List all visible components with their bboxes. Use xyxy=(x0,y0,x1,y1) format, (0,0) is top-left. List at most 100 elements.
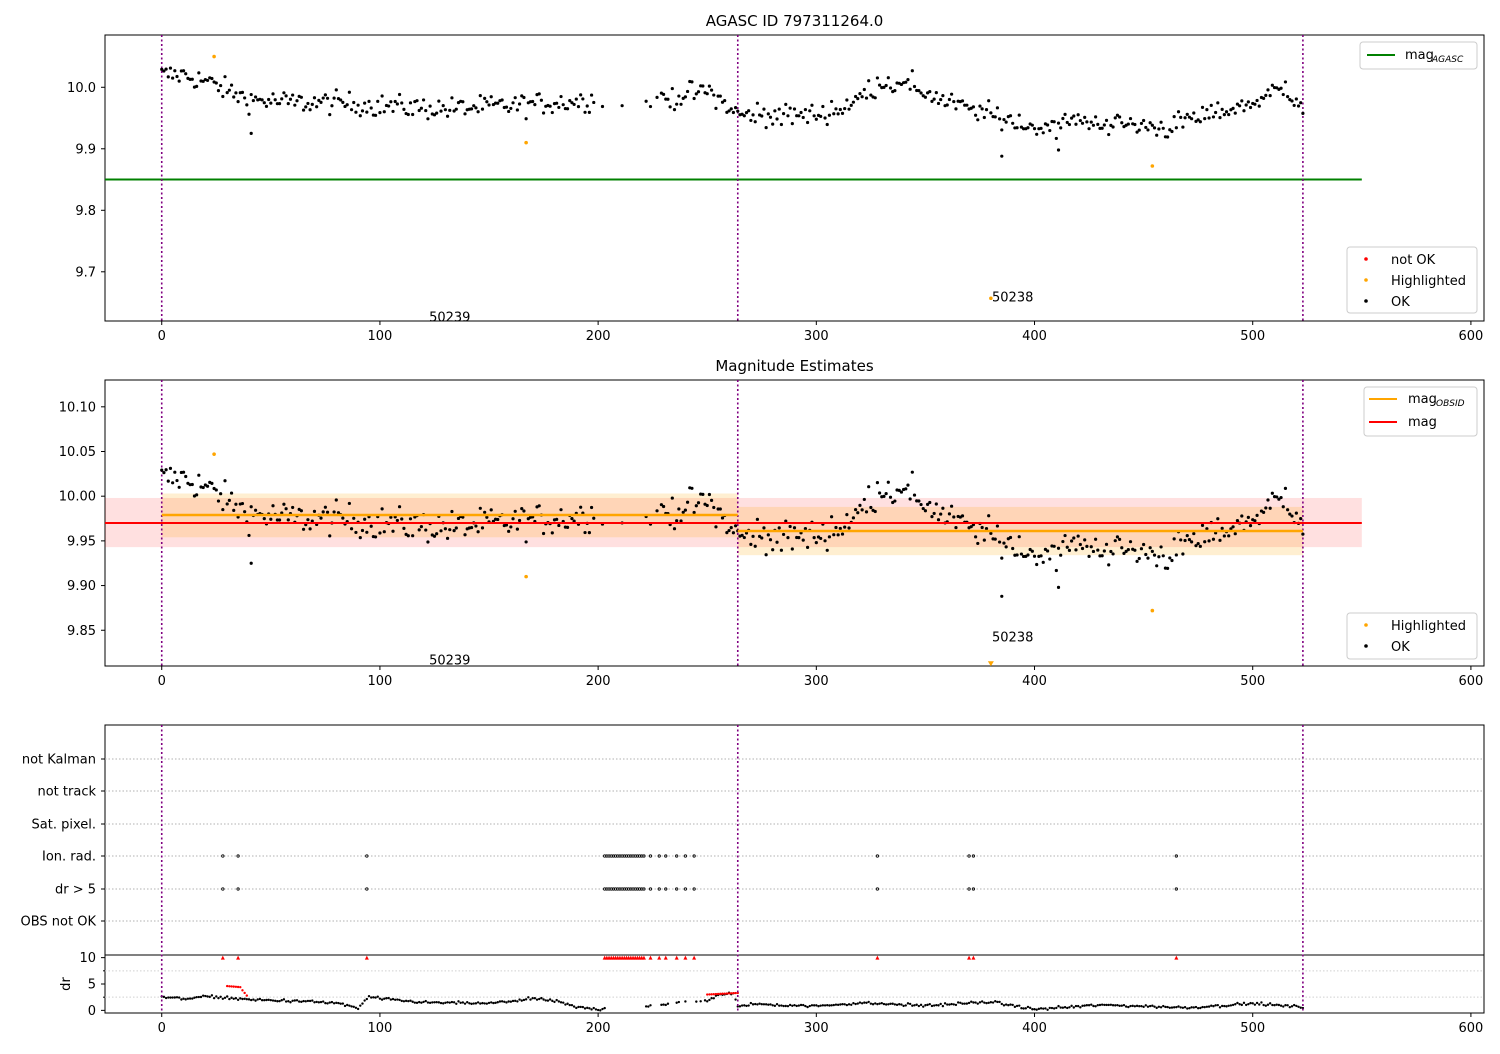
ok-point xyxy=(987,99,991,103)
ok-point xyxy=(904,487,908,491)
ok-point xyxy=(360,528,365,533)
ok-point xyxy=(799,110,803,115)
ok-point xyxy=(771,122,775,126)
ok-point xyxy=(168,66,173,70)
ok-point xyxy=(243,510,247,514)
ok-point xyxy=(873,509,877,514)
dr-point xyxy=(703,999,707,1002)
ok-point xyxy=(504,523,509,527)
ok-point xyxy=(749,542,753,546)
dr-point xyxy=(603,1006,606,1010)
ok-point xyxy=(171,76,175,80)
ok-point xyxy=(299,95,303,99)
ok-point xyxy=(1294,97,1298,101)
ok-point xyxy=(670,496,674,500)
dr-point xyxy=(332,1002,336,1005)
ok-point xyxy=(930,515,934,519)
ok-point xyxy=(1290,99,1294,103)
ok-point xyxy=(201,79,205,83)
ok-point xyxy=(587,110,591,114)
ok-point xyxy=(1255,98,1259,103)
ok-point xyxy=(790,122,794,126)
dr-point xyxy=(485,1002,489,1005)
dr-capped-point xyxy=(674,955,679,960)
ok-point xyxy=(354,110,358,114)
ok-point xyxy=(1011,546,1015,551)
dr-not-ok-point xyxy=(732,991,735,995)
ok-point xyxy=(166,75,170,79)
dr-point xyxy=(177,996,181,999)
ok-point xyxy=(581,97,585,101)
ok-point xyxy=(1227,112,1231,117)
ok-point xyxy=(1174,553,1178,557)
ok-point xyxy=(1091,123,1096,127)
dr-point xyxy=(1009,1003,1012,1006)
ok-point xyxy=(1155,133,1159,137)
dr-point xyxy=(911,1004,914,1007)
highlighted-point xyxy=(1150,608,1155,613)
dr-point xyxy=(1044,1007,1047,1010)
legend-label: Highlighted xyxy=(1391,619,1466,634)
ok-point xyxy=(1198,544,1202,548)
dr-point xyxy=(740,1004,744,1007)
ok-point xyxy=(912,84,917,89)
dr-point xyxy=(1151,1004,1154,1007)
ok-point xyxy=(1148,546,1152,550)
highlighted-point xyxy=(524,140,528,145)
ok-point xyxy=(823,539,827,543)
x-tick-label: 200 xyxy=(586,329,611,344)
ok-point xyxy=(1126,548,1130,552)
ok-point xyxy=(1096,122,1100,126)
ok-point xyxy=(987,514,991,518)
dr-point xyxy=(1255,1001,1259,1005)
ok-point xyxy=(334,498,338,502)
ok-point xyxy=(1144,125,1148,130)
ok-point xyxy=(513,96,517,100)
dr-point xyxy=(959,1001,962,1004)
flag-row-label: OBS not OK xyxy=(21,915,97,930)
ok-point xyxy=(1166,566,1170,571)
dr-point xyxy=(852,1001,855,1005)
ok-point xyxy=(1109,549,1113,554)
ok-point xyxy=(391,529,395,533)
ok-point xyxy=(1113,116,1117,120)
dr-point xyxy=(749,1001,753,1005)
y-tick-label: 9.85 xyxy=(67,624,96,639)
dr-point xyxy=(675,1001,678,1004)
ok-point xyxy=(301,108,306,112)
ok-point xyxy=(736,109,740,113)
dr-point xyxy=(1042,1007,1045,1010)
dr-point xyxy=(335,1001,338,1005)
ok-point xyxy=(1294,511,1298,515)
dr-point xyxy=(352,1005,355,1008)
ok-point xyxy=(666,97,670,101)
ok-point xyxy=(1128,116,1133,121)
dr-point xyxy=(1087,1004,1091,1007)
dr-point xyxy=(939,1002,942,1006)
ok-point xyxy=(805,120,810,125)
dr-point xyxy=(1290,1005,1294,1008)
highlighted-point xyxy=(524,574,528,579)
ok-point xyxy=(856,97,860,101)
ok-point xyxy=(511,517,515,521)
dr-point xyxy=(562,1001,565,1004)
dr-point xyxy=(1238,1003,1241,1006)
dr-point xyxy=(952,1003,955,1006)
dr-point xyxy=(882,1002,886,1006)
ok-point xyxy=(1168,128,1172,132)
ok-point xyxy=(448,528,452,532)
ok-point xyxy=(426,117,430,121)
ok-point xyxy=(670,86,674,91)
dr-point xyxy=(444,1001,447,1004)
dr-point xyxy=(767,1003,770,1006)
ok-point xyxy=(435,532,439,536)
ok-point xyxy=(773,109,777,113)
dr-point xyxy=(695,1000,698,1003)
y-tick-label: 9.95 xyxy=(67,534,96,549)
ok-point xyxy=(341,516,345,520)
ok-point xyxy=(812,114,816,118)
dr-point xyxy=(932,1004,936,1007)
ok-point xyxy=(443,527,447,531)
ok-point xyxy=(336,511,341,515)
ok-point xyxy=(1004,120,1008,124)
